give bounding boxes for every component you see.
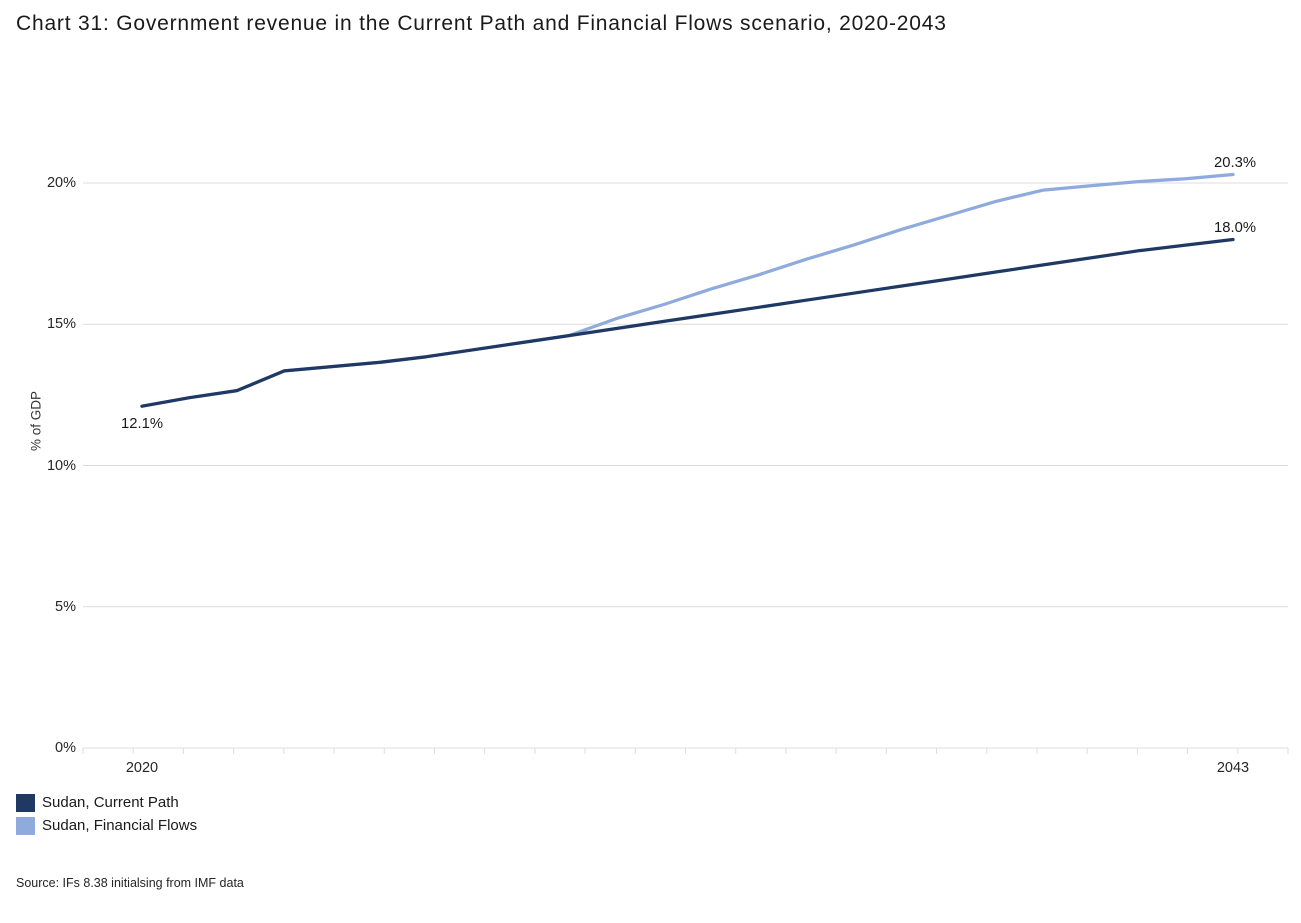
y-tick-label: 20%	[46, 175, 76, 191]
legend-label: Sudan, Financial Flows	[42, 817, 198, 834]
data-label: 12.1%	[121, 416, 163, 433]
legend-swatch-icon	[16, 793, 35, 812]
y-tick-label: 10%	[46, 457, 76, 474]
legend-swatch-icon	[16, 816, 35, 835]
y-tick-label: 5%	[55, 598, 76, 615]
legend-item: Sudan, Current Path	[16, 793, 197, 812]
x-tick-label: 2043	[1216, 760, 1250, 776]
legend-label: Sudan, Current Path	[42, 794, 179, 811]
y-tick-label: 15%	[46, 316, 76, 333]
series-line	[140, 237, 1235, 408]
legend: Sudan, Current Path Sudan, Financial Flow…	[16, 793, 197, 839]
y-tick-label: 0%	[55, 740, 76, 756]
data-label: 20.3%	[1214, 154, 1256, 171]
y-axis-title: % of GDP	[28, 390, 44, 452]
series-line	[140, 172, 1235, 408]
chart-title: Chart 31: Government revenue in the Curr…	[16, 12, 947, 35]
legend-item: Sudan, Financial Flows	[16, 816, 197, 835]
data-label: 18.0%	[1214, 219, 1256, 236]
x-tick-label: 2020	[125, 760, 159, 776]
source-note: Source: IFs 8.38 initialsing from IMF da…	[16, 876, 244, 890]
